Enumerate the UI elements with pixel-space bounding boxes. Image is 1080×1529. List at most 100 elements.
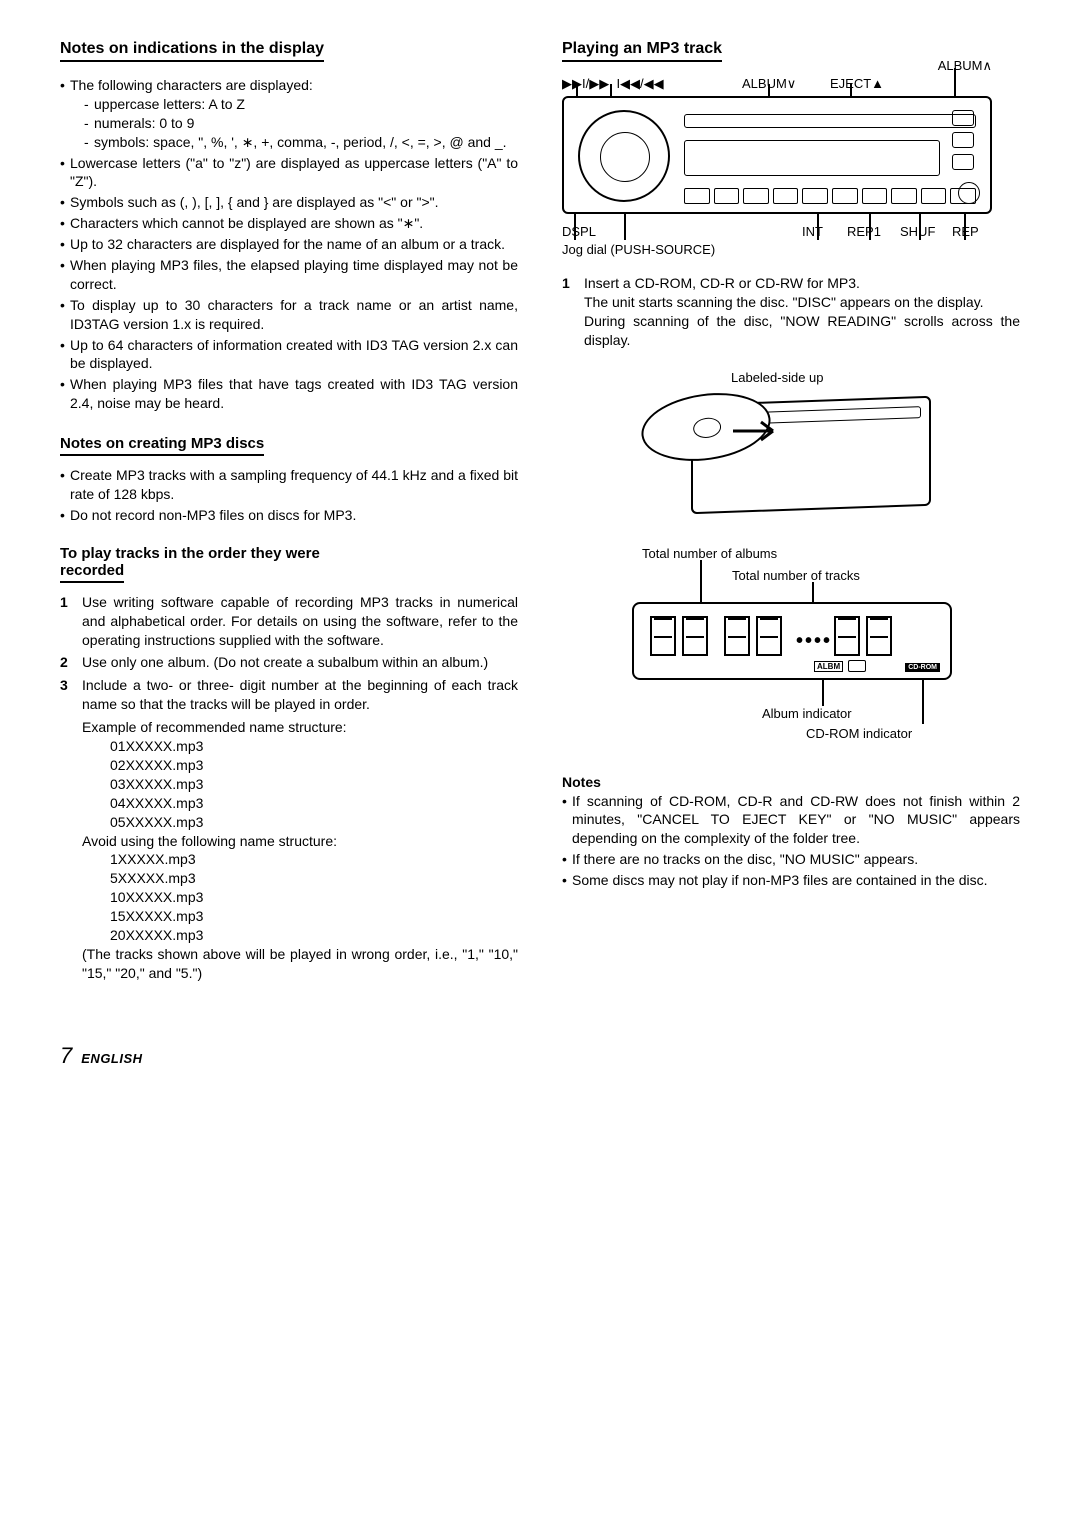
lcd-display: •••• ALBM CD-ROM [632,602,952,680]
label-int: INT [802,224,823,239]
seven-seg-icon [756,616,782,656]
step: Insert a CD-ROM, CD-R or CD-RW for MP3. … [562,274,1020,350]
bullet: To display up to 30 characters for a tra… [60,296,518,334]
cassette-icon [848,660,866,672]
dash-item: uppercase letters: A to Z [84,95,518,114]
cdrom-indicator-icon: CD-ROM [905,663,940,672]
label-rep: REP [952,224,979,239]
text: During scanning of the disc, "NOW READIN… [584,312,1020,350]
text: (The tracks shown above will be played i… [82,945,518,983]
cd-insert-diagram: Labeled-side up [631,370,951,530]
bullet: Up to 64 characters of information creat… [60,336,518,374]
bullet: Lowercase letters ("a" to "z") are displ… [60,154,518,192]
leader-line [700,560,702,602]
heading-line: To play tracks in the order they were [60,545,518,562]
bullet: The following characters are displayed: … [60,76,518,152]
label-total-albums: Total number of albums [642,546,777,561]
leader-line [922,680,924,724]
right-column: Playing an MP3 track ALBUM∧ ▶▶I/▶▶, I◀◀/… [562,40,1020,983]
heading-play-order: To play tracks in the order they were re… [60,545,518,593]
leader-line [812,582,814,604]
leader-line [850,84,852,96]
cd-slot-icon [684,114,976,128]
step: Use only one album. (Do not create a sub… [60,653,518,672]
seven-seg-icon [724,616,750,656]
album-indicator-icon: ALBM [814,661,843,672]
display-diagram: Total number of albums Total number of t… [622,546,982,766]
leader-line [822,680,824,706]
filename: 10XXXXX.mp3 [110,888,518,907]
text: Include a two- or three- digit number at… [82,677,518,712]
bullet: When playing MP3 files that have tags cr… [60,375,518,413]
bullet: Symbols such as (, ), [, ], { and } are … [60,193,518,212]
text: Avoid using the following name structure… [82,832,518,851]
device-body [562,96,992,214]
filename: 05XXXXX.mp3 [110,813,518,832]
heading-playing-mp3: Playing an MP3 track [562,40,722,62]
bullet: Do not record non-MP3 files on discs for… [60,506,518,525]
label-cdrom-indicator: CD-ROM indicator [806,726,912,741]
device-diagram: ALBUM∧ ▶▶I/▶▶, I◀◀/◀◀ ALBUM∨ EJECT▲ [562,76,992,266]
filename: 04XXXXX.mp3 [110,794,518,813]
bad-examples: 1XXXXX.mp3 5XXXXX.mp3 10XXXXX.mp3 15XXXX… [82,850,518,944]
notes-heading: Notes [562,774,1020,790]
char-sublist: uppercase letters: A to Z numerals: 0 to… [70,95,518,152]
ellipsis-icon: •••• [796,630,832,653]
page-number: 7 [60,1043,72,1068]
scan-notes: If scanning of CD-ROM, CD-R and CD-RW do… [562,792,1020,890]
bullet: If there are no tracks on the disc, "NO … [562,850,1020,869]
text: Insert a CD-ROM, CD-R or CD-RW for MP3. [584,275,860,291]
bullet: If scanning of CD-ROM, CD-R and CD-RW do… [562,792,1020,849]
seven-seg-icon [682,616,708,656]
seven-seg-icon [834,616,860,656]
leader-line [768,84,770,96]
bullet: Create MP3 tracks with a sampling freque… [60,466,518,504]
filename: 03XXXXX.mp3 [110,775,518,794]
text: The unit starts scanning the disc. "DISC… [584,293,1020,312]
label-eject: EJECT▲ [830,76,884,91]
leader-line [610,84,612,96]
filename: 01XXXXX.mp3 [110,737,518,756]
leader-line [576,84,578,96]
heading-display-notes: Notes on indications in the display [60,40,324,62]
insert-arrow-icon [731,416,791,446]
step: Use writing software capable of recordin… [60,593,518,650]
bullet: Up to 32 characters are displayed for th… [60,235,518,254]
label-rep1: REP1 [847,224,881,239]
filename: 02XXXXX.mp3 [110,756,518,775]
heading-creating-discs: Notes on creating MP3 discs [60,435,264,456]
bullet: Characters which cannot be displayed are… [60,214,518,233]
label-jog-dial: Jog dial (PUSH-SOURCE) [562,242,715,257]
page-content: Notes on indications in the display The … [60,40,1020,983]
bullet: Some discs may not play if non-MP3 files… [562,871,1020,890]
label-labeled-side: Labeled-side up [731,370,824,385]
dash-item: numerals: 0 to 9 [84,114,518,133]
filename: 5XXXXX.mp3 [110,869,518,888]
play-steps: Insert a CD-ROM, CD-R or CD-RW for MP3. … [562,274,1020,350]
step: Include a two- or three- digit number at… [60,676,518,714]
filename: 20XXXXX.mp3 [110,926,518,945]
button-row [684,188,976,204]
leader-line [954,68,956,96]
label-dspl: DSPL [562,224,596,239]
filename: 15XXXXX.mp3 [110,907,518,926]
seven-seg-icon [650,616,676,656]
knob-icon [958,182,980,204]
good-examples: 01XXXXX.mp3 02XXXXX.mp3 03XXXXX.mp3 04XX… [82,737,518,831]
label-album-indicator: Album indicator [762,706,852,721]
language-label: ENGLISH [81,1051,142,1066]
example-block: Example of recommended name structure: 0… [60,718,518,982]
creating-list: Create MP3 tracks with a sampling freque… [60,466,518,525]
order-steps: Use writing software capable of recordin… [60,593,518,714]
label-shuf: SHUF [900,224,935,239]
lcd-icon [684,140,940,176]
leader-line [624,212,626,240]
label-total-tracks: Total number of tracks [732,568,860,583]
bullet: When playing MP3 files, the elapsed play… [60,256,518,294]
text: The following characters are displayed: [70,77,313,93]
text: Example of recommended name structure: [82,718,518,737]
jog-dial-icon [578,110,670,202]
dash-item: symbols: space, ", %, ', ∗, +, comma, -,… [84,133,518,152]
label-album-up: ALBUM∧ [938,58,992,74]
display-notes-list: The following characters are displayed: … [60,76,518,413]
